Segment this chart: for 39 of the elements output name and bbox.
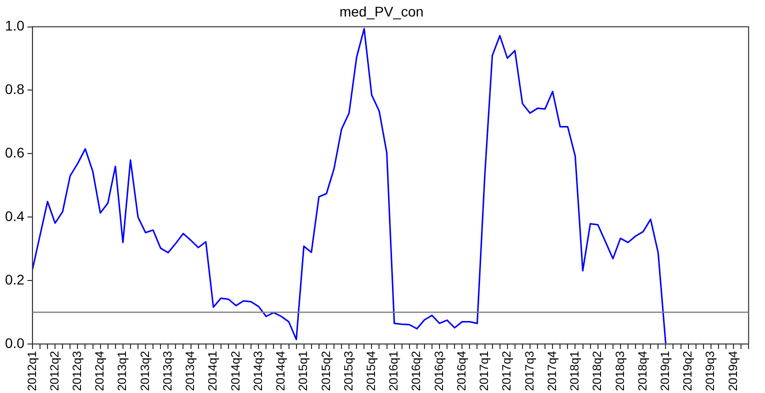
x-tick-label: 2015q1 [296,350,310,392]
y-tick-label: 0.4 [4,208,25,224]
x-tick-label: 2017q3 [522,350,536,392]
x-tick-label: 2016q2 [409,350,424,392]
x-tick-label: 2015q4 [364,350,378,392]
x-tick-label: 2012q1 [24,350,39,392]
x-tick-label: 2019q4 [726,350,740,392]
x-tick-label: 2018q1 [568,350,582,392]
x-tick-label: 2013q2 [138,350,152,392]
x-tick-label: 2014q1 [206,350,220,392]
x-tick-label: 2014q3 [250,350,265,392]
x-tick-label: 2016q3 [432,350,446,392]
x-tick-label: 2016q4 [454,350,468,392]
x-tick-label: 2018q3 [612,350,627,392]
x-tick-label: 2016q1 [386,350,401,392]
x-tick-label: 2019q2 [680,350,695,392]
x-tick-label: 2013q1 [115,350,130,392]
x-tick-label: 2015q3 [341,350,356,392]
x-tick-label: 2014q2 [228,350,242,392]
x-tick-label: 2012q2 [47,350,62,392]
x-tick-label: 2014q4 [274,350,288,392]
x-tick-label: 2017q4 [544,350,559,392]
x-tick-label: 2017q1 [477,350,492,392]
y-tick-label: 0.2 [4,271,25,288]
x-tick-label: 2019q1 [658,350,672,392]
x-tick-label: 2019q3 [703,350,718,392]
x-tick-label: 2018q4 [635,350,650,392]
x-tick-label: 2012q3 [70,350,84,392]
y-tick-label: 0.6 [4,144,25,161]
x-tick-label: 2013q3 [160,350,174,392]
chart-title: med_PV_con [339,3,424,20]
x-tick-label: 2013q4 [183,350,198,392]
x-tick-label: 2018q2 [590,350,604,392]
y-tick-label: 0.8 [4,81,25,98]
x-tick-label: 2017q2 [500,350,514,392]
y-tick-label: 0.0 [4,334,25,351]
x-tick-label: 2015q2 [318,350,333,392]
y-tick-label: 1.0 [4,18,25,34]
x-tick-label: 2012q4 [92,350,107,392]
